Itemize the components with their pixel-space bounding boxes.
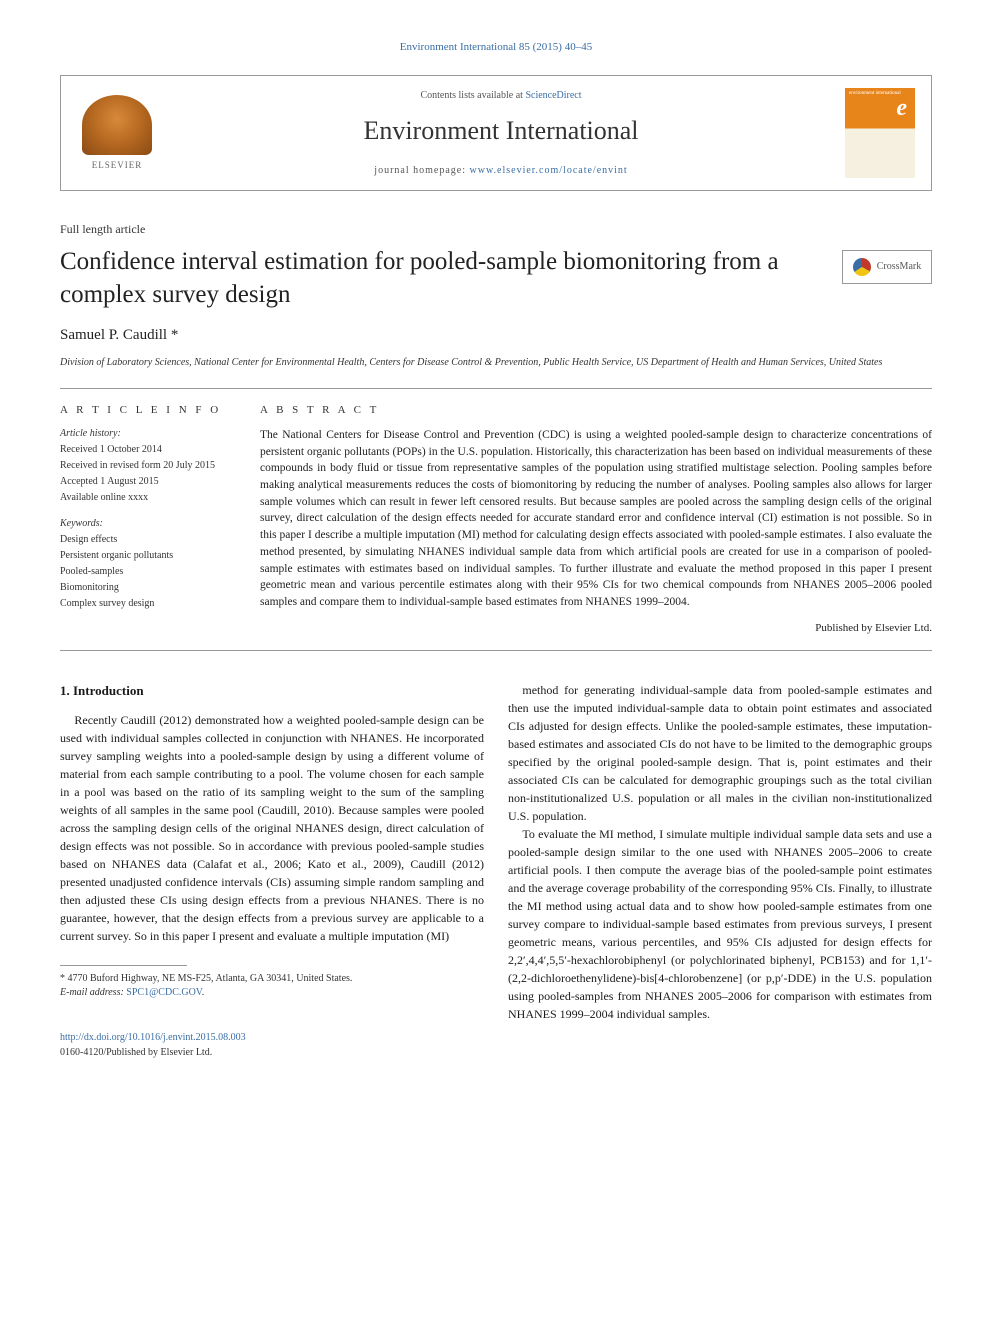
author-line: Samuel P. Caudill * (60, 325, 932, 346)
keyword: Complex survey design (60, 597, 240, 611)
issn-line: 0160-4120/Published by Elsevier Ltd. (60, 1047, 212, 1058)
crossmark-icon (853, 258, 871, 276)
section1-heading: 1. Introduction (60, 681, 484, 701)
intro-para-3: To evaluate the MI method, I simulate mu… (508, 825, 932, 1023)
keyword: Design effects (60, 533, 240, 547)
abstract-col: A B S T R A C T The National Centers for… (260, 403, 932, 636)
corresponding-footnote: * 4770 Buford Highway, NE MS-F25, Atlant… (60, 972, 484, 1000)
crossmark-label: CrossMark (877, 260, 921, 274)
footnote-separator (60, 965, 187, 966)
contents-prefix: Contents lists available at (420, 90, 525, 101)
abstract-text: The National Centers for Disease Control… (260, 427, 932, 610)
history-item: Available online xxxx (60, 491, 240, 505)
published-by: Published by Elsevier Ltd. (260, 621, 932, 637)
history-label: Article history: (60, 427, 240, 441)
keyword: Persistent organic pollutants (60, 549, 240, 563)
journal-header-center: Contents lists available at ScienceDirec… (157, 89, 845, 177)
elsevier-logo: ELSEVIER (77, 88, 157, 178)
journal-cover-text: environment international (849, 90, 901, 97)
affiliation: Division of Laboratory Sciences, Nationa… (60, 356, 932, 370)
footnote-email-suffix: . (202, 987, 205, 998)
article-type: Full length article (60, 221, 932, 238)
keywords-label: Keywords: (60, 517, 240, 531)
footnote-email-label: E-mail address: (60, 987, 126, 998)
citation-header: Environment International 85 (2015) 40–4… (60, 40, 932, 55)
body-col-right: method for generating individual-sample … (508, 681, 932, 1060)
journal-homepage-link[interactable]: www.elsevier.com/locate/envint (470, 165, 628, 176)
doi-link[interactable]: http://dx.doi.org/10.1016/j.envint.2015.… (60, 1032, 246, 1043)
journal-header-box: ELSEVIER Contents lists available at Sci… (60, 75, 932, 191)
homepage-prefix: journal homepage: (374, 165, 469, 176)
keyword: Biomonitoring (60, 581, 240, 595)
body-columns: 1. Introduction Recently Caudill (2012) … (60, 681, 932, 1060)
intro-para-2: method for generating individual-sample … (508, 681, 932, 825)
elsevier-tree-icon (82, 95, 152, 155)
bottom-info: http://dx.doi.org/10.1016/j.envint.2015.… (60, 1030, 484, 1060)
keyword: Pooled-samples (60, 565, 240, 579)
journal-homepage-line: journal homepage: www.elsevier.com/locat… (157, 164, 845, 178)
history-item: Accepted 1 August 2015 (60, 475, 240, 489)
abstract-heading: A B S T R A C T (260, 403, 932, 419)
title-row: Confidence interval estimation for poole… (60, 246, 932, 325)
contents-line: Contents lists available at ScienceDirec… (157, 89, 845, 103)
history-item: Received 1 October 2014 (60, 443, 240, 457)
article-info-col: A R T I C L E I N F O Article history: R… (60, 403, 260, 636)
elsevier-logo-text: ELSEVIER (92, 159, 143, 172)
article-info-heading: A R T I C L E I N F O (60, 403, 240, 418)
intro-para-1: Recently Caudill (2012) demonstrated how… (60, 711, 484, 945)
body-col-left: 1. Introduction Recently Caudill (2012) … (60, 681, 484, 1060)
article-title: Confidence interval estimation for poole… (60, 246, 826, 311)
meta-row: A R T I C L E I N F O Article history: R… (60, 388, 932, 651)
journal-cover-thumb: environment international (845, 88, 915, 178)
journal-name: Environment International (157, 113, 845, 149)
corresponding-mark: * (171, 327, 179, 343)
crossmark-badge[interactable]: CrossMark (842, 250, 932, 284)
footnote-email-link[interactable]: SPC1@CDC.GOV (126, 987, 201, 998)
footnote-address: 4770 Buford Highway, NE MS-F25, Atlanta,… (65, 973, 352, 984)
sciencedirect-link[interactable]: ScienceDirect (525, 90, 581, 101)
history-item: Received in revised form 20 July 2015 (60, 459, 240, 473)
author-name: Samuel P. Caudill (60, 327, 171, 343)
